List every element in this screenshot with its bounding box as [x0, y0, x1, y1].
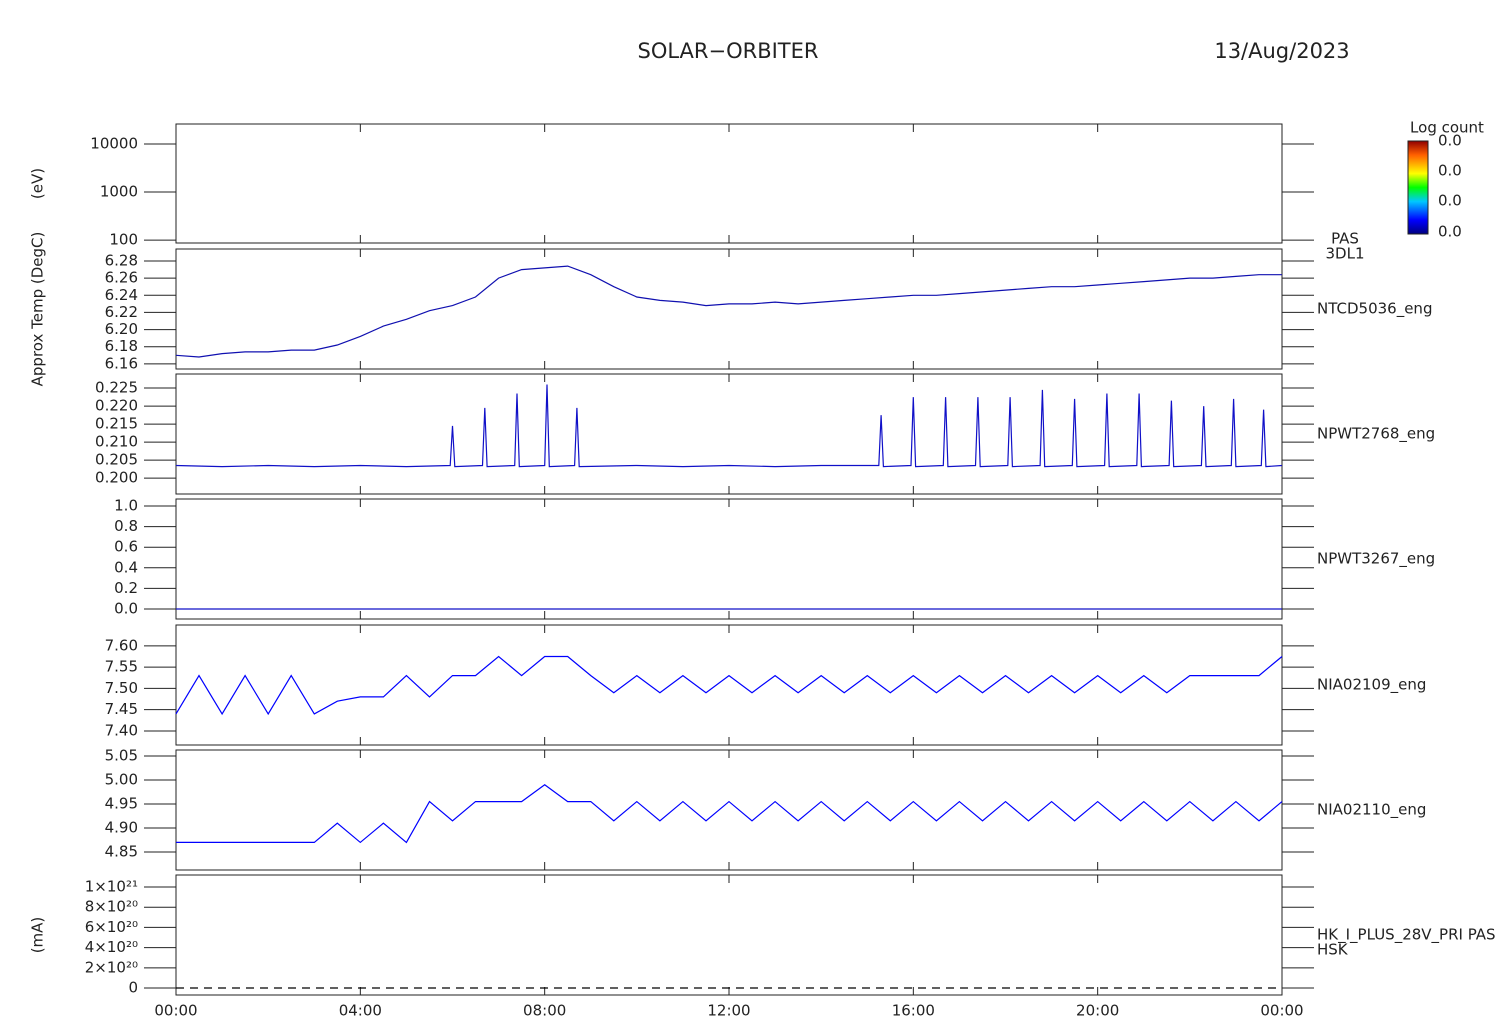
x-tick-label: 04:00	[339, 1002, 382, 1020]
y-tick-label: 0.210	[95, 433, 138, 451]
panel-frame	[175, 624, 1283, 746]
x-tick-label: 16:00	[892, 1002, 935, 1020]
y-tick-label: 7.55	[105, 658, 138, 676]
panel-label: HSK	[1317, 941, 1349, 959]
colorbar-label: Log count	[1410, 119, 1484, 137]
y-tick-label: 0	[128, 979, 138, 997]
panel-frame	[175, 498, 1283, 620]
data-line	[175, 265, 1282, 358]
y-tick-label: 6.22	[105, 303, 138, 321]
y-tick-label: 0.200	[95, 469, 138, 487]
panel-frame	[175, 373, 1283, 495]
y-tick-label: 4×10²⁰	[85, 938, 138, 956]
y-tick-label: 0.6	[114, 538, 138, 556]
legend-label: NTCD5036_eng	[1317, 300, 1432, 319]
y-tick-label: 1000	[100, 183, 138, 201]
y-tick-label: 0.220	[95, 397, 138, 415]
y-tick-label: 0.2	[114, 579, 138, 597]
y-tick-label: 5.05	[105, 747, 138, 765]
panel-frame	[175, 749, 1283, 871]
y-axis-label: (mA)	[29, 917, 47, 954]
y-tick-label: 10000	[90, 134, 138, 152]
y-tick-label: 6.26	[105, 269, 138, 287]
y-tick-label: 0.4	[114, 558, 138, 576]
panel-frame	[175, 123, 1283, 244]
chart-title: SOLAR−ORBITER	[637, 39, 818, 63]
y-tick-label: 0.205	[95, 451, 138, 469]
y-tick-label: 6.16	[105, 354, 138, 372]
y-tick-label: 0.215	[95, 415, 138, 433]
colorbar-tick-label: 0.0	[1438, 162, 1462, 180]
y-tick-label: 1×10²¹	[85, 878, 138, 896]
y-tick-label: 0.225	[95, 379, 138, 397]
y-tick-label: 6.28	[105, 252, 138, 270]
y-tick-label: 4.90	[105, 819, 138, 837]
y-tick-label: 6.20	[105, 320, 138, 338]
y-tick-label: 2×10²⁰	[85, 958, 138, 976]
y-tick-label: 7.50	[105, 679, 138, 697]
y-tick-label: 8×10²⁰	[85, 898, 138, 916]
y-tick-label: 0.8	[114, 517, 138, 535]
date: 13/Aug/2023	[1214, 39, 1349, 63]
x-tick-label: 12:00	[707, 1002, 750, 1020]
x-tick-label: 00:00	[154, 1002, 197, 1020]
data-line	[176, 784, 1283, 844]
y-tick-label: 100	[109, 231, 138, 249]
y-tick-label: 7.45	[105, 700, 138, 718]
panel-frame	[175, 874, 1283, 996]
y-tick-label: 7.40	[105, 721, 138, 739]
colorbar	[1407, 140, 1429, 235]
y-tick-label: 4.85	[105, 843, 138, 861]
y-tick-label: 6×10²⁰	[85, 918, 138, 936]
legend-label: NIA02110_eng	[1317, 801, 1426, 820]
colorbar-tick-label: 0.0	[1438, 132, 1462, 150]
legend-label: NIA02109_eng	[1317, 676, 1426, 695]
data-line	[175, 384, 1283, 468]
y-tick-label: 0.0	[114, 600, 138, 618]
y-axis-label: Approx Temp (DegC)	[29, 232, 47, 387]
legend-label: HK_I_PLUS_28V_PRI PAS	[1317, 926, 1496, 945]
legend-label: NPWT3267_eng	[1317, 550, 1435, 569]
data-line	[175, 655, 1283, 716]
x-tick-label: 00:00	[1260, 1002, 1303, 1020]
colorbar-tick-label: 0.0	[1438, 192, 1462, 210]
y-tick-label: 1.0	[114, 497, 138, 515]
panel-frame	[175, 248, 1283, 370]
y-axis-label: (eV)	[29, 168, 47, 199]
x-tick-label: 08:00	[523, 1002, 566, 1020]
panel-label: 3DL1	[1326, 245, 1365, 263]
y-tick-label: 4.95	[105, 795, 138, 813]
legend-label: NPWT2768_eng	[1317, 425, 1435, 444]
y-tick-label: 7.60	[105, 636, 138, 654]
x-tick-label: 20:00	[1076, 1002, 1119, 1020]
y-tick-label: 6.24	[105, 286, 138, 304]
panel-label: PAS	[1331, 230, 1359, 248]
y-tick-label: 5.00	[105, 771, 138, 789]
colorbar-tick-label: 0.0	[1438, 223, 1462, 241]
y-tick-label: 6.18	[105, 337, 138, 355]
